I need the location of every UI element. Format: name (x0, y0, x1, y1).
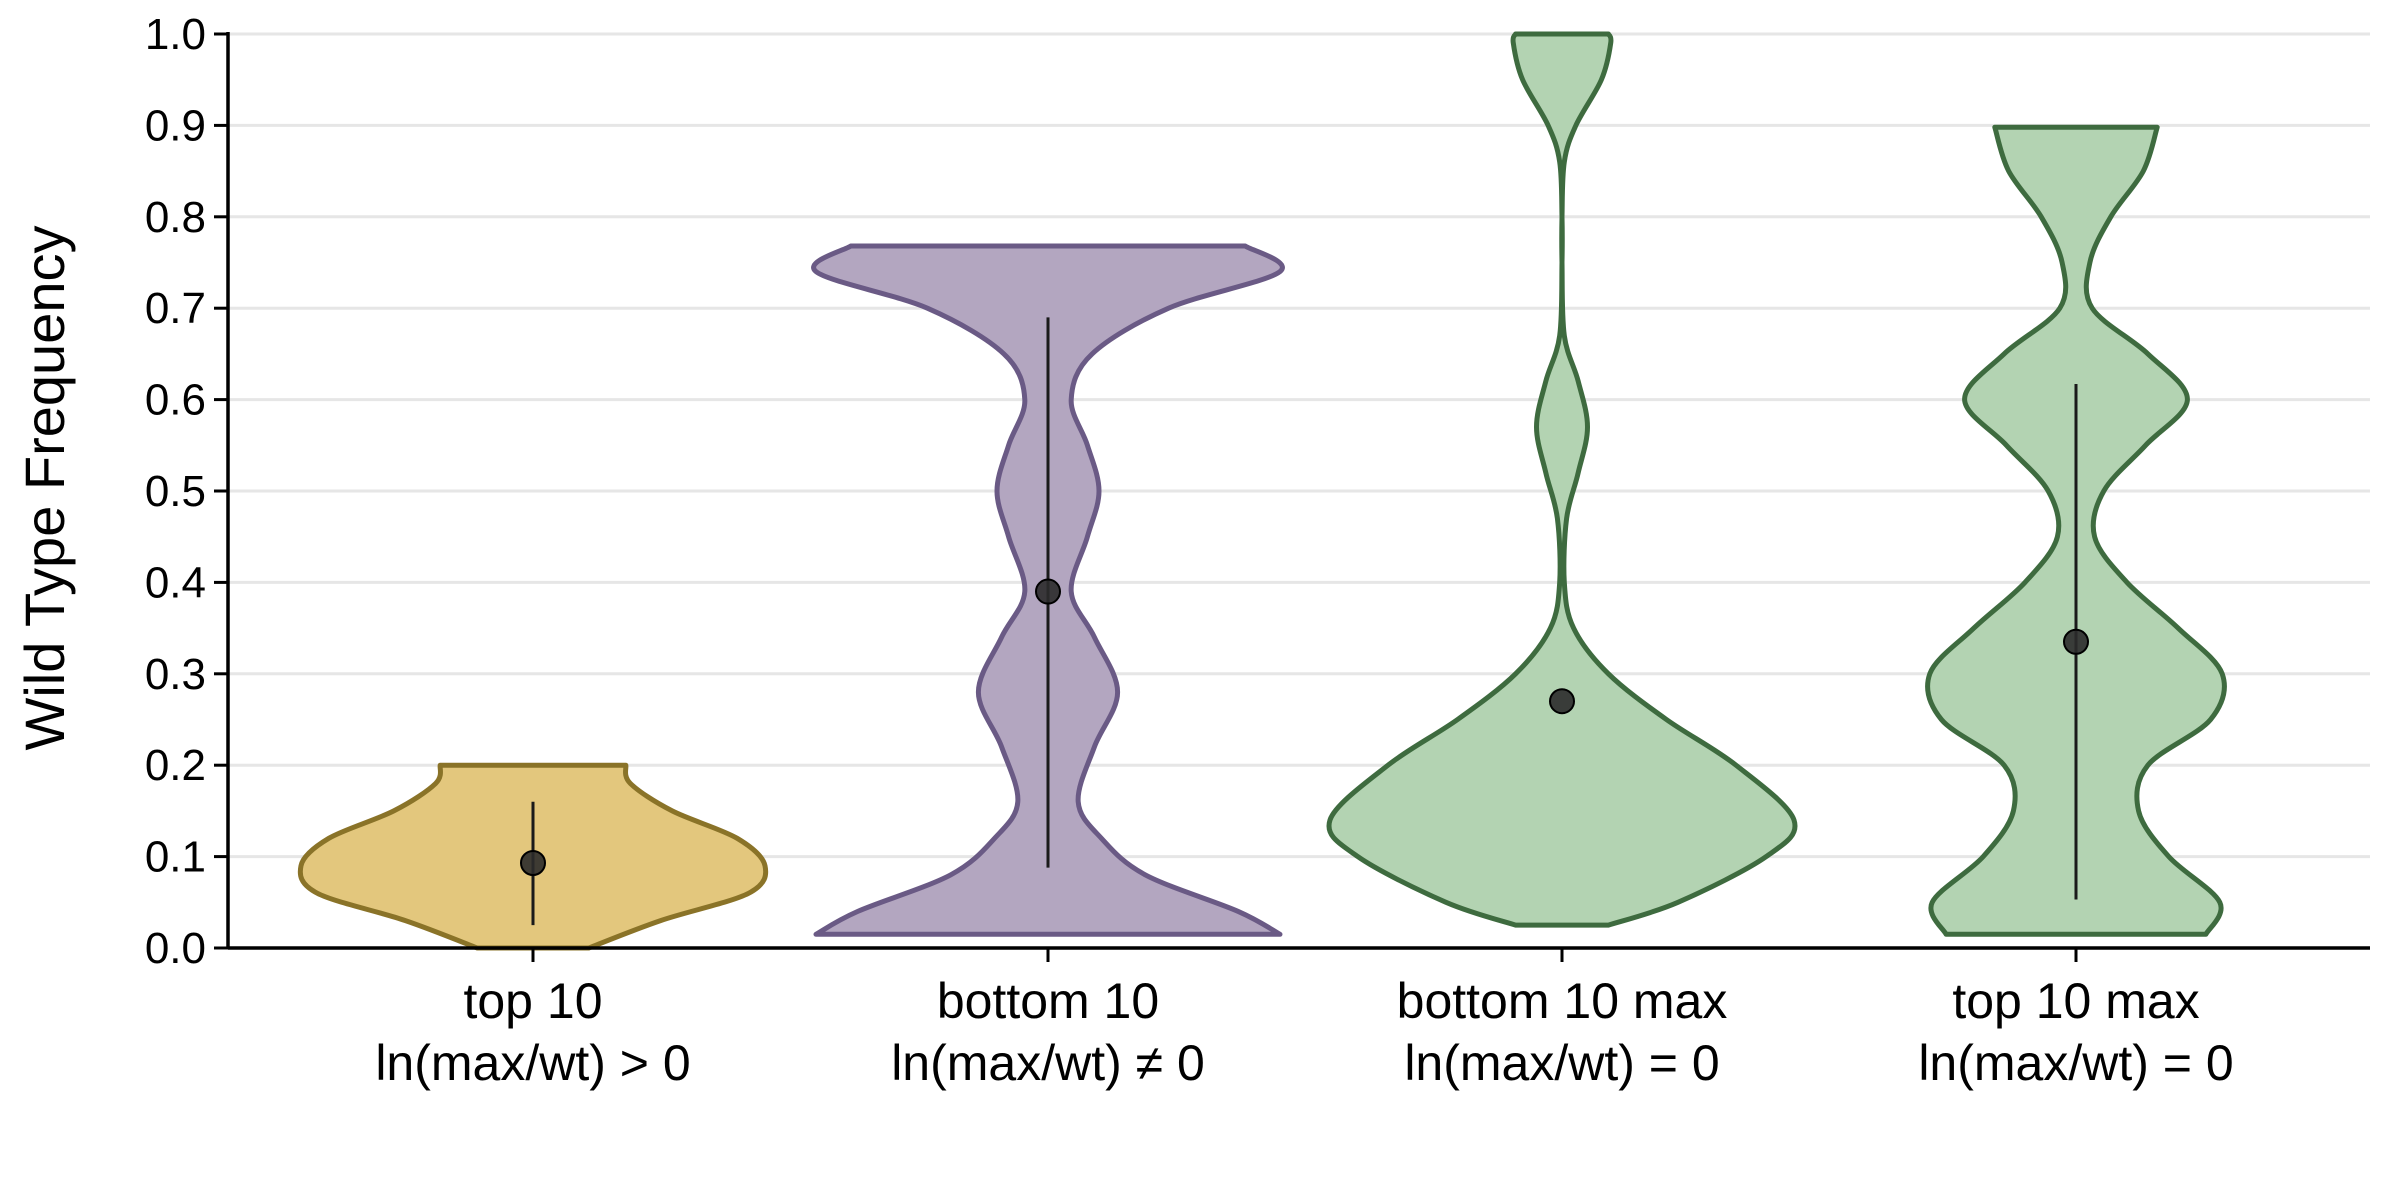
violin-group (811, 243, 1285, 937)
y-tick-label: 1.0 (145, 10, 206, 59)
y-tick-label: 0.5 (145, 467, 206, 516)
y-ticks: 0.0 0.1 0.2 0.3 0.4 0.5 0.6 0.7 0.8 0.9 1.0 (145, 10, 228, 973)
category-label-line2: ln(max/wt) ≠ 0 (891, 1035, 1205, 1091)
y-tick-label: 0.2 (145, 741, 206, 790)
y-tick-label: 0.1 (145, 833, 206, 882)
category-label-line1: bottom 10 max (1397, 973, 1728, 1029)
category-label-line2: ln(max/wt) > 0 (375, 1035, 690, 1091)
mean-marker (2063, 628, 2089, 655)
violins (297, 31, 2227, 951)
mean-marker (1549, 688, 1575, 715)
y-tick-label: 0.9 (145, 101, 206, 150)
mean-marker (520, 849, 546, 876)
y-tick-label: 0.8 (145, 193, 206, 242)
category-label-line1: top 10 max (1952, 973, 2199, 1029)
y-tick-label: 0.3 (145, 650, 206, 699)
mean-marker (1035, 578, 1061, 605)
category-label-line1: top 10 (463, 973, 602, 1029)
y-tick-label: 0.7 (145, 284, 206, 333)
category-label-line1: bottom 10 (937, 973, 1159, 1029)
y-tick-label: 0.4 (145, 558, 206, 607)
violin-group (1326, 31, 1798, 928)
y-tick-label: 0.0 (145, 924, 206, 973)
y-tick-label: 0.6 (145, 376, 206, 425)
category-label-line2: ln(max/wt) = 0 (1404, 1035, 1719, 1091)
violin-group (1925, 124, 2227, 937)
violin-body (1326, 31, 1798, 928)
y-axis-label: Wild Type Frequency (13, 226, 76, 751)
category-label-line2: ln(max/wt) = 0 (1918, 1035, 2233, 1091)
violin-group (297, 762, 769, 951)
x-category-labels: top 10 ln(max/wt) > 0 bottom 10 ln(max/wt) … (375, 973, 2233, 1091)
